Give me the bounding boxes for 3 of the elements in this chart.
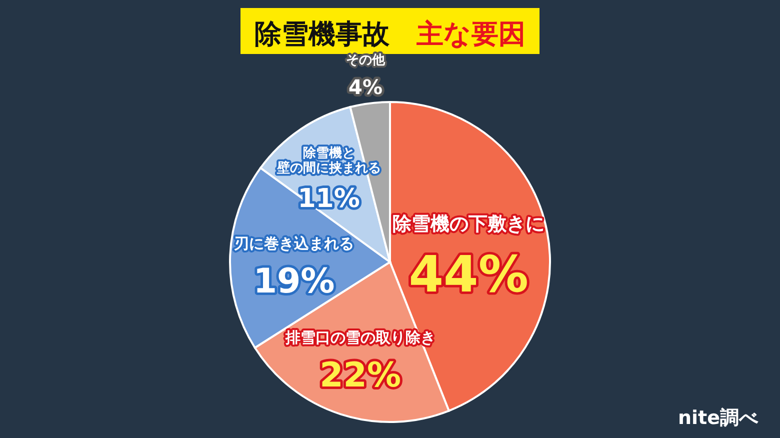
chart-title: 除雪機事故 主な要因	[254, 19, 526, 50]
title: 除雪機事故 主な要因	[240, 8, 540, 54]
annotation: nite調べ	[678, 407, 758, 429]
